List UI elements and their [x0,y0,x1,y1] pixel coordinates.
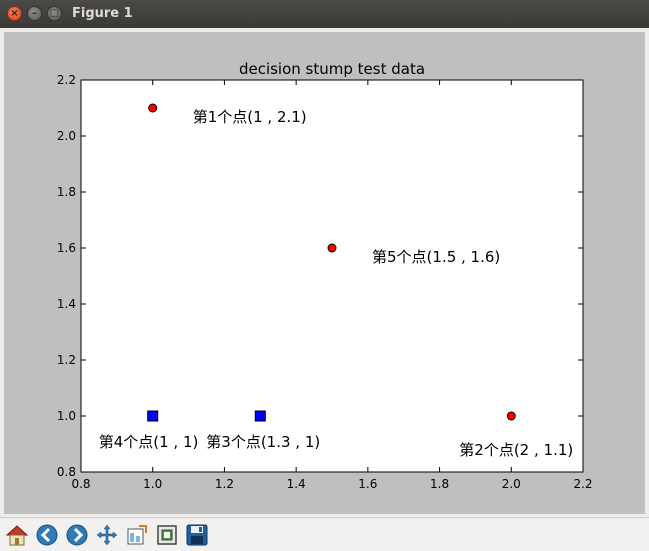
x-tick-label: 1.2 [215,477,234,491]
forward-button[interactable] [64,522,90,548]
data-point [148,103,158,113]
x-tick-label: 1.4 [287,477,306,491]
point-annotation: 第1个点(1 , 2.1) [193,108,307,126]
back-button[interactable] [34,522,60,548]
y-tick-label: 0.8 [57,465,76,479]
window-titlebar: × – □ Figure 1 [0,0,649,28]
minimize-window-button[interactable]: – [27,6,42,21]
y-tick-label: 1.0 [57,409,76,423]
y-tick-label: 1.2 [57,353,76,367]
point-annotation: 第2个点(2 , 1.1) [459,441,573,459]
point-annotation: 第5个点(1.5 , 1.6) [372,248,500,266]
subplots-icon [127,525,147,545]
scatter-chart: decision stump test data 0.8 1.0 1.2 1.4 1.6 1… [57,60,593,491]
save-button[interactable] [184,522,210,548]
y-tick-label: 1.6 [57,241,76,255]
data-point [147,410,159,422]
y-tick-label: 1.8 [57,185,76,199]
close-window-button[interactable]: × [7,6,22,21]
y-tick-label: 1.4 [57,297,76,311]
zoom-button[interactable] [154,522,180,548]
x-tick-label: 1.0 [143,477,162,491]
zoom-icon [157,525,177,545]
point-annotation: 第3个点(1.3 , 1) [206,433,320,451]
data-point [254,410,266,422]
pan-icon [96,524,118,546]
x-tick-label: 1.8 [430,477,449,491]
window-title: Figure 1 [72,6,133,21]
forward-icon [66,524,88,546]
data-point [327,243,337,253]
home-icon [5,525,29,546]
pan-button[interactable] [94,522,120,548]
navigation-toolbar [0,517,649,551]
maximize-window-button[interactable]: □ [47,6,62,21]
y-tick-label: 2.0 [57,129,76,143]
configure-subplots-button[interactable] [124,522,150,548]
home-button[interactable] [4,522,30,548]
save-icon [186,524,208,546]
point-annotation: 第4个点(1 , 1) [99,433,199,451]
x-tick-label: 0.8 [71,477,90,491]
back-icon [36,524,58,546]
plot-area [80,79,584,473]
x-tick-label: 2.0 [502,477,521,491]
figure-canvas[interactable]: decision stump test data 0.8 1.0 1.2 1.4 1.6 1… [4,32,645,514]
x-tick-label: 1.6 [358,477,377,491]
y-tick-label: 2.2 [57,73,76,87]
data-point [506,411,516,421]
chart-title: decision stump test data [239,60,425,78]
figure-area: decision stump test data 0.8 1.0 1.2 1.4 1.6 1… [0,28,649,517]
x-tick-label: 2.2 [573,477,592,491]
